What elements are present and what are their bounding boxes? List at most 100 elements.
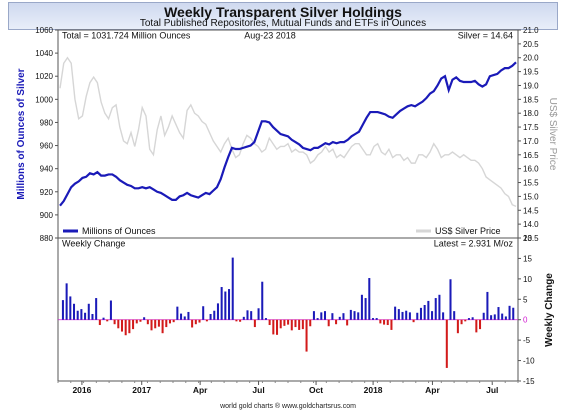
y2-tick-label: 19.5 — [523, 68, 539, 77]
weekly-change-bar — [394, 306, 397, 320]
chart-title: Weekly Transparent Silver Holdings — [164, 4, 402, 20]
weekly-change-bar — [128, 319, 131, 334]
weekly-change-bar — [109, 300, 112, 320]
weekly-change-bar — [272, 319, 275, 335]
weekly-change-bar — [453, 311, 456, 320]
y2-tick-label: 18.0 — [523, 109, 539, 118]
weekly-change-bar — [69, 296, 72, 320]
weekly-change-bar — [235, 319, 238, 322]
weekly-change-bar — [276, 319, 279, 335]
weekly-change-bar — [346, 319, 349, 326]
weekly-change-bar — [194, 319, 197, 325]
holdings-series — [59, 61, 517, 207]
weekly-change-bar — [61, 300, 64, 320]
weekly-change-bar — [157, 319, 160, 327]
weekly-tick-label: -10 — [523, 357, 535, 366]
y2-tick-label: 18.5 — [523, 95, 539, 104]
weekly-change-bar — [364, 298, 367, 320]
weekly-change-bar — [76, 310, 79, 320]
weekly-change-bar — [80, 309, 83, 320]
weekly-change-bar — [216, 303, 219, 320]
weekly-change-bar — [312, 311, 315, 320]
weekly-change-bar — [143, 317, 146, 320]
weekly-change-bar — [419, 307, 422, 320]
holdings-line — [59, 61, 517, 207]
weekly-change-bar — [172, 319, 175, 323]
weekly-tick-label: 20 — [523, 234, 532, 243]
weekly-change-bar — [264, 318, 267, 320]
weekly-change-bar — [168, 319, 171, 324]
legend-price-label: US$ Silver Price — [435, 226, 501, 236]
weekly-change-bar — [213, 310, 216, 320]
weekly-change-bar — [294, 319, 297, 328]
x-tick-label: Oct — [309, 385, 323, 395]
weekly-change-bar — [65, 283, 68, 320]
weekly-change-bar — [150, 319, 153, 331]
silver-annotation: Silver = 14.64 — [458, 31, 513, 41]
weekly-change-bar — [467, 318, 470, 320]
y-tick-label: 980 — [40, 118, 54, 127]
y-tick-label: 960 — [40, 142, 54, 151]
weekly-change-bar — [279, 319, 282, 329]
weekly-change-bar — [87, 303, 90, 320]
weekly-change-bar — [250, 311, 253, 320]
x-tick-label: Jul — [252, 385, 264, 395]
y-tick-label: 940 — [40, 165, 54, 174]
latest-annotation: Latest = 2.931 M/oz — [434, 239, 514, 249]
chart-subtitle: Total Published Repositories, Mutual Fun… — [139, 18, 427, 29]
y2-tick-label: 20.0 — [523, 54, 539, 63]
weekly-change-bar — [298, 319, 301, 330]
weekly-change-bar — [490, 315, 493, 320]
weekly-change-bar — [102, 317, 105, 320]
weekly-tick-label: 10 — [523, 275, 532, 284]
weekly-change-axis-title: Weekly Change — [544, 273, 555, 347]
weekly-change-bar — [460, 319, 463, 325]
weekly-change-bar — [349, 309, 352, 320]
weekly-change-bar — [456, 319, 459, 334]
weekly-change-bar — [482, 312, 485, 320]
weekly-change-bar — [360, 294, 363, 320]
weekly-change-bar — [224, 291, 227, 320]
weekly-change-bar — [72, 303, 76, 320]
weekly-change-bar — [146, 319, 149, 325]
weekly-change-bar — [113, 319, 116, 325]
weekly-change-bar — [335, 319, 338, 325]
weekly-change-bar — [305, 319, 308, 352]
weekly-change-bar — [91, 313, 94, 320]
weekly-change-bar — [228, 289, 231, 320]
footer-credit: world gold charts ® www.goldchartsrus.co… — [219, 402, 356, 410]
y2-tick-label: 16.5 — [523, 151, 539, 160]
y2-tick-label: 19.0 — [523, 81, 539, 90]
weekly-change-bar — [408, 312, 411, 320]
weekly-change-bar — [427, 300, 430, 320]
weekly-change-bar — [379, 319, 382, 324]
y2-tick-label: 13.5 — [523, 234, 539, 243]
weekly-change-bar — [434, 298, 437, 320]
weekly-change-bar — [120, 319, 124, 332]
weekly-change-bar — [124, 319, 127, 336]
y2-tick-label: 15.0 — [523, 192, 539, 201]
y-tick-label: 920 — [40, 188, 54, 197]
price-series — [59, 56, 517, 208]
y-tick-label: 1040 — [35, 49, 53, 58]
y-axis-title: Millions of Ounces of Silver — [16, 68, 27, 199]
y-tick-label: 880 — [40, 234, 54, 243]
weekly-change-bar — [202, 306, 205, 320]
weekly-change-bar — [504, 316, 507, 320]
weekly-change-bar — [501, 313, 504, 320]
x-tick-label: 2018 — [364, 385, 383, 395]
weekly-change-bar — [464, 319, 467, 322]
weekly-change-bar — [386, 319, 389, 326]
weekly-change-bar — [357, 312, 360, 320]
weekly-change-bar — [353, 311, 356, 320]
weekly-change-bar — [416, 312, 419, 320]
weekly-change-bar — [154, 319, 157, 329]
weekly-change-bar — [331, 313, 334, 320]
weekly-change-bar — [471, 317, 474, 320]
weekly-change-bar — [242, 316, 245, 320]
x-tick-label: 2016 — [72, 385, 91, 395]
weekly-change-bar — [161, 319, 164, 334]
weekly-change-bar — [180, 313, 183, 320]
y2-tick-label: 14.0 — [523, 220, 539, 229]
weekly-tick-label: 5 — [523, 295, 528, 304]
